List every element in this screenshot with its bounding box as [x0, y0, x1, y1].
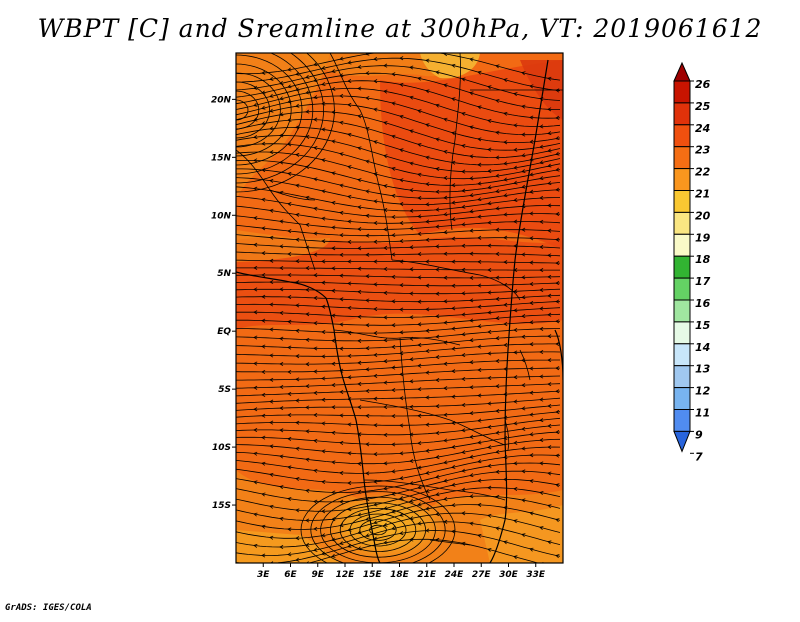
colorbar-top-arrow — [673, 61, 691, 82]
colorbar: 26 25 24 23 22 21 20 19 18 17 16 15 14 13 12 11 9 7 — [673, 61, 711, 463]
colorbar-box — [673, 409, 691, 432]
colorbar-label: 12 — [695, 385, 711, 398]
colorbar-label: 22 — [695, 166, 711, 179]
lat-tick-label: 5S — [218, 385, 231, 395]
lat-tick-label: 10S — [212, 443, 231, 453]
lat-tick-label: 20N — [211, 95, 232, 105]
colorbar-label: 11 — [695, 407, 710, 420]
lat-tick-label: 15S — [212, 501, 231, 511]
longitude-axis: 3E 6E 9E 12E 15E 18E 21E 24E 27E 30E 33E — [257, 563, 546, 580]
temperature-field — [236, 53, 563, 563]
colorbar-label: 18 — [695, 253, 711, 266]
lon-tick-label: 6E — [284, 570, 297, 580]
colorbar-label: 23 — [695, 144, 711, 157]
lon-tick-label: 24E — [445, 570, 465, 580]
colorbar-box — [673, 124, 691, 148]
lon-tick-label: 9E — [312, 570, 325, 580]
colorbar-box — [673, 255, 691, 279]
coastlines-and-borders — [236, 53, 563, 563]
colorbar-box — [673, 299, 691, 323]
colorbar-box — [673, 233, 691, 257]
colorbar-label: 19 — [695, 231, 711, 244]
colorbar-box — [673, 365, 691, 389]
lon-tick-label: 18E — [390, 570, 410, 580]
colorbar-box — [673, 211, 691, 235]
colorbar-label: 25 — [695, 100, 711, 113]
colorbar-label: 16 — [695, 297, 711, 310]
colorbar-box — [673, 80, 691, 104]
lat-tick-label: 5N — [217, 269, 231, 279]
colorbar-box — [673, 277, 691, 301]
lon-tick-label: 33E — [526, 570, 546, 580]
colorbar-box — [673, 343, 691, 367]
colorbar-label: 21 — [695, 188, 710, 201]
colorbar-box — [673, 146, 691, 170]
colorbar-label: 20 — [695, 209, 711, 222]
colorbar-label: 26 — [695, 78, 711, 91]
colorbar-box — [673, 321, 691, 345]
colorbar-box — [673, 190, 691, 213]
lat-tick-label: EQ — [217, 327, 231, 337]
colorbar-label: 13 — [695, 363, 711, 376]
streamline-arrows — [253, 53, 560, 563]
lon-tick-label: 30E — [499, 570, 519, 580]
latitude-axis: 20N 15N 10N 5N EQ 5S 10S 15S — [211, 95, 236, 511]
colorbar-box — [673, 387, 691, 411]
colorbar-label: 17 — [695, 275, 711, 288]
lat-tick-label: 15N — [211, 153, 232, 163]
colorbar-label: 15 — [695, 319, 711, 332]
colorbar-box — [673, 168, 691, 192]
map-title: WBPT [C] and Sreamline at 300hPa, VT: 20… — [37, 14, 763, 43]
credit-text: GrADS: IGES/COLA — [5, 603, 92, 613]
colorbar-label: 14 — [695, 341, 710, 354]
colorbar-label: 9 — [695, 428, 703, 441]
lon-tick-label: 12E — [336, 570, 356, 580]
colorbar-bottom-arrow — [673, 430, 691, 453]
colorbar-box — [673, 102, 691, 126]
lat-tick-label: 10N — [211, 211, 232, 221]
lon-tick-label: 15E — [363, 570, 383, 580]
lon-tick-label: 27E — [472, 570, 492, 580]
colorbar-label: 7 — [695, 450, 703, 463]
colorbar-label: 24 — [695, 122, 710, 135]
lon-tick-label: 21E — [417, 570, 437, 580]
lon-tick-label: 3E — [257, 570, 270, 580]
